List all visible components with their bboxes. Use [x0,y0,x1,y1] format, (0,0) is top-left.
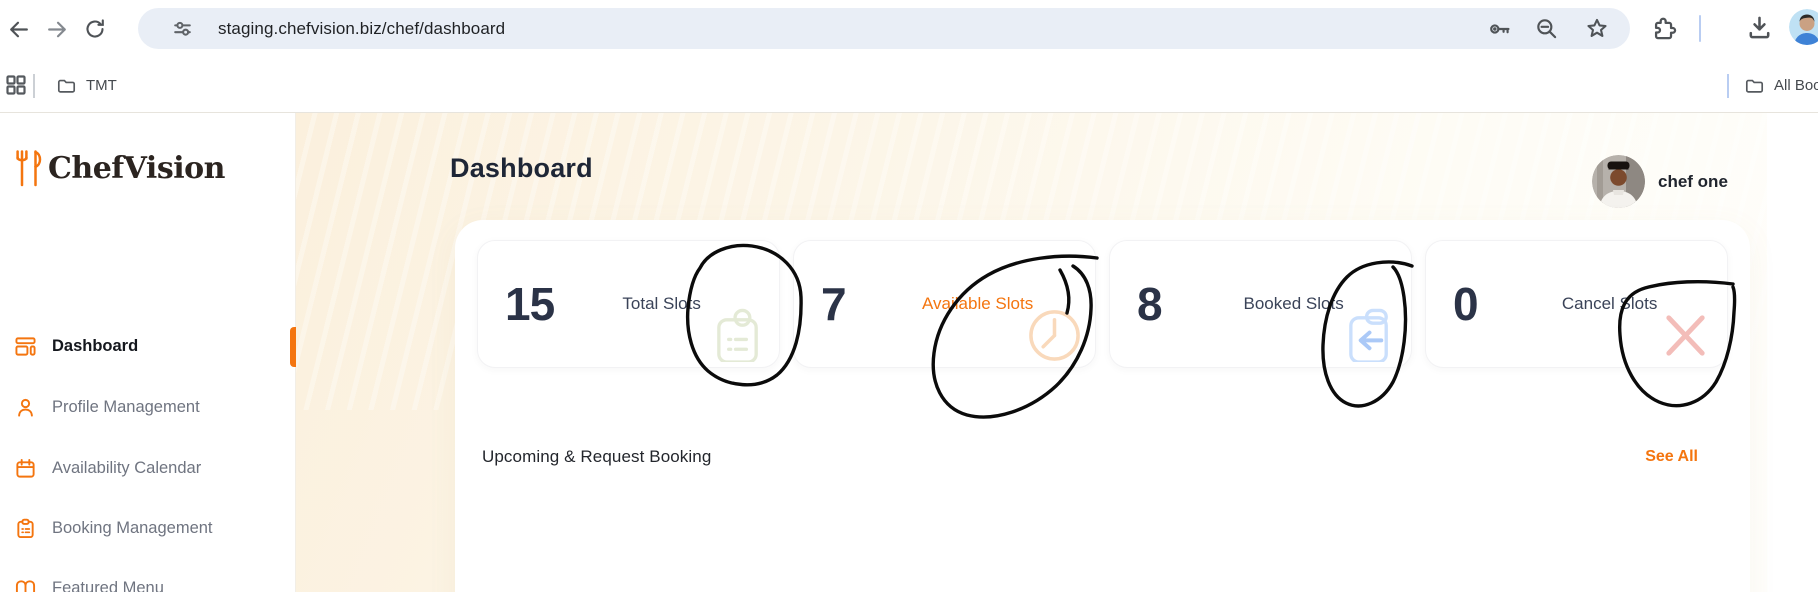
chefvision-app: ChefVision Dashboard Profile Management … [0,113,1818,592]
bookmark-label: TMT [86,76,117,94]
user-avatar[interactable] [1592,155,1645,208]
folder-icon [57,79,76,93]
bookmark-folder-tmt[interactable]: TMT [50,66,123,104]
clock-icon [1027,307,1082,362]
site-settings-icon[interactable] [170,16,195,46]
sidebar-item-availability-calendar[interactable]: Availability Calendar [0,446,296,490]
x-icon [1659,307,1714,362]
sidebar-item-dashboard[interactable]: Dashboard [0,324,296,368]
apps-grid-icon[interactable] [4,73,28,102]
active-nav-indicator [290,327,297,367]
user-chip[interactable]: chef one [1592,155,1728,208]
bookmark-star-icon[interactable] [1584,16,1610,47]
person-icon [18,398,33,417]
forward-icon[interactable] [44,16,70,42]
download-icon[interactable] [1745,13,1774,47]
key-icon[interactable] [1487,16,1513,47]
menu-book-icon [15,579,36,592]
clipboard-return-icon [1343,307,1398,364]
toolbar-separator [1699,15,1701,42]
clipboard-list-icon [711,307,766,364]
stat-card-available-slots: 7 Available Slots [793,240,1096,368]
sidebar-item-label: Availability Calendar [52,458,202,477]
sidebar-item-profile-management[interactable]: Profile Management [0,385,296,429]
sidebar-item-booking-management[interactable]: Booking Management [0,506,296,550]
clipboard-icon [17,518,34,538]
address-bar[interactable]: staging.chefvision.biz/chef/dashboard [138,8,1630,49]
dashboard-grid-icon [15,336,36,356]
browser-toolbar: staging.chefvision.biz/chef/dashboard [0,0,1818,58]
page-title: Dashboard [450,153,593,183]
dashboard-panel: 15 Total Slots 7 Available Slots [455,220,1750,592]
extensions-icon[interactable] [1650,15,1677,47]
stat-label: Booked Slots [1243,294,1344,313]
booking-section-header: Upcoming & Request Booking See All [482,444,1698,470]
zoom-out-icon[interactable] [1534,16,1560,47]
stat-value: 15 [505,278,555,330]
chefvision-logo[interactable]: ChefVision [15,149,225,188]
main-content: Dashboard chef one 15 Total Slots [296,113,1818,592]
sidebar-item-featured-menu[interactable]: Featured Menu [0,566,296,592]
bookmarks-separator [33,74,35,98]
see-all-link[interactable]: See All [1645,448,1698,465]
browser-profile-avatar[interactable] [1789,9,1818,45]
folder-icon [1745,79,1764,93]
sidebar-item-label: Profile Management [52,397,200,416]
url-text[interactable]: staging.chefvision.biz/chef/dashboard [218,19,506,38]
stat-label: Cancel Slots [1561,294,1658,313]
bookmarks-separator-right [1727,74,1729,98]
stat-value: 8 [1137,278,1163,330]
sidebar-item-label: Dashboard [52,336,139,355]
fork-spoon-logo-icon [16,150,42,187]
right-scroll-strip [1767,113,1818,592]
booking-section-title: Upcoming & Request Booking [482,447,712,466]
stat-card-cancel-slots: 0 Cancel Slots [1425,240,1728,368]
sidebar-item-label: Booking Management [52,518,213,537]
stat-cards-row: 15 Total Slots 7 Available Slots [477,240,1728,368]
all-bookmarks-folder[interactable]: All Book [1738,66,1818,104]
stat-card-total-slots: 15 Total Slots [477,240,780,368]
all-bookmarks-label: All Book [1774,76,1818,94]
stat-value: 0 [1453,278,1479,330]
sidebar: ChefVision Dashboard Profile Management … [0,113,297,592]
stat-label: Available Slots [922,294,1034,313]
logo-text: ChefVision [48,151,225,186]
stat-value: 7 [821,278,847,330]
calendar-icon [16,458,35,478]
stat-card-booked-slots: 8 Booked Slots [1109,240,1412,368]
reload-icon[interactable] [82,16,108,42]
user-name: chef one [1658,171,1728,191]
bookmarks-bar: TMT All Book [0,58,1818,113]
stat-label: Total Slots [622,294,701,313]
back-icon[interactable] [5,16,31,42]
sidebar-item-label: Featured Menu [52,578,164,592]
